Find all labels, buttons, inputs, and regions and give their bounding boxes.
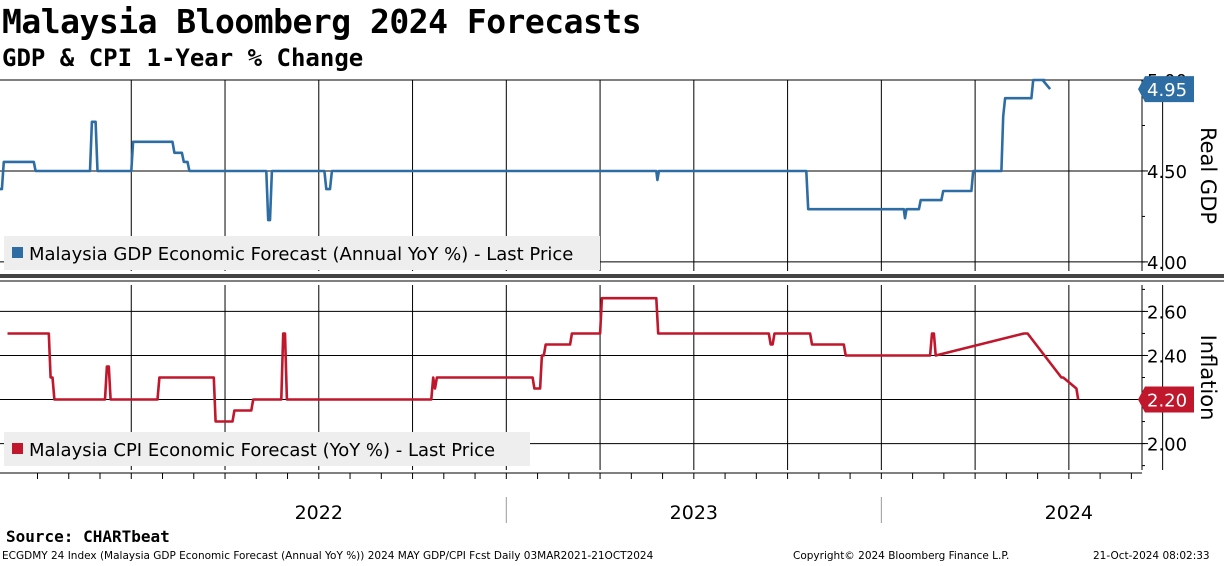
footer-copyright: Copyright© 2024 Bloomberg Finance L.P. xyxy=(793,550,1010,562)
source-note: Source: CHARTbeat xyxy=(6,527,170,546)
series-line-gdp-panel xyxy=(0,78,1052,222)
last-price-label: 4.95 xyxy=(1147,80,1187,101)
y-tick-label: 4.00 xyxy=(1147,253,1187,274)
y-axis-title: Inflation xyxy=(1196,335,1220,421)
chart-subtitle: GDP & CPI 1-Year % Change xyxy=(2,44,364,72)
legend-swatch xyxy=(12,247,23,258)
panel-gdp-panel: 4.004.505.00Malaysia GDP Economic Foreca… xyxy=(0,71,1220,274)
x-year-label: 2023 xyxy=(670,502,718,524)
footer-series-info: ECGDMY 24 Index (Malaysia GDP Economic F… xyxy=(2,550,654,562)
legend-box xyxy=(4,236,600,270)
legend-label: Malaysia GDP Economic Forecast (Annual Y… xyxy=(29,244,573,265)
series-line-cpi-panel xyxy=(7,296,1080,423)
legend-label: Malaysia CPI Economic Forecast (YoY %) -… xyxy=(29,440,495,461)
y-axis-title: Real GDP xyxy=(1196,127,1220,224)
x-year-label: 2024 xyxy=(1045,502,1093,524)
last-price-badge xyxy=(1138,386,1194,413)
chart-title: Malaysia Bloomberg 2024 Forecasts xyxy=(2,2,642,41)
last-price-label: 2.20 xyxy=(1147,391,1187,412)
panel-divider xyxy=(0,274,1224,278)
legend-swatch xyxy=(12,443,23,454)
y-tick-label: 2.60 xyxy=(1147,302,1187,323)
y-tick-label: 2.00 xyxy=(1147,435,1187,456)
footer-timestamp: 21-Oct-2024 08:02:33 xyxy=(1093,550,1210,562)
y-tick-label: 2.40 xyxy=(1147,346,1187,367)
x-year-label: 2022 xyxy=(295,502,343,524)
y-tick-label: 4.50 xyxy=(1147,162,1187,183)
last-price-badge xyxy=(1138,76,1194,103)
legend-box xyxy=(4,432,530,466)
panel-cpi-panel: 2.00 2.20 2.40 2.60 Malaysia CPI Economic Fo… xyxy=(0,285,1220,470)
